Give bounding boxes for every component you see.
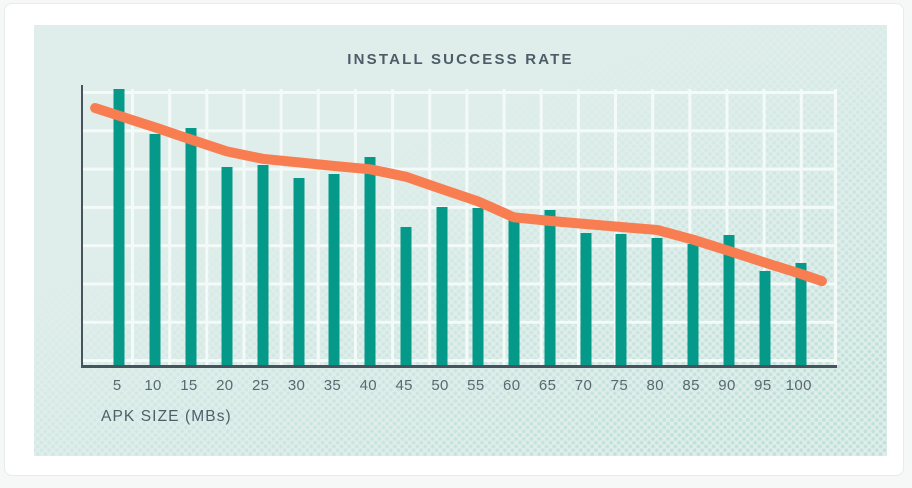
bar-70mb bbox=[580, 233, 592, 365]
x-tick-label: 60 bbox=[503, 377, 521, 394]
x-tick-label: 100 bbox=[785, 377, 812, 394]
bar-20mb bbox=[221, 167, 233, 365]
bar-100mb bbox=[795, 262, 807, 365]
bar-25mb bbox=[257, 164, 269, 365]
x-tick-label: 10 bbox=[144, 377, 162, 394]
trend-line-path bbox=[90, 103, 827, 287]
x-tick-label: 80 bbox=[646, 377, 665, 394]
bar-50mb bbox=[436, 207, 448, 365]
x-tick-label: 95 bbox=[754, 377, 772, 394]
chart-panel: INSTALL SUCCESS RATE 5 10 15 20 25 30 35 40 45 50… bbox=[34, 25, 887, 456]
x-tick-label: 35 bbox=[323, 377, 342, 394]
bar-35mb bbox=[328, 174, 340, 365]
x-tick-label: 30 bbox=[287, 377, 306, 394]
bar-90mb bbox=[723, 235, 735, 365]
bar-75mb bbox=[615, 233, 627, 365]
bars-group bbox=[83, 89, 837, 365]
x-tick-label: 55 bbox=[467, 377, 485, 394]
x-tick-label: 70 bbox=[574, 377, 593, 394]
bar-95mb bbox=[759, 270, 771, 365]
x-tick-label: 50 bbox=[431, 377, 449, 394]
x-tick-label: 20 bbox=[216, 377, 234, 394]
x-tick-label: 75 bbox=[610, 377, 629, 394]
bar-85mb bbox=[687, 244, 699, 365]
bar-30mb bbox=[293, 177, 305, 365]
bar-5mb bbox=[113, 89, 125, 365]
plot-area bbox=[80, 85, 837, 368]
chart-card: INSTALL SUCCESS RATE 5 10 15 20 25 30 35 40 45 50… bbox=[4, 3, 904, 476]
bar-65mb bbox=[544, 209, 556, 365]
x-tick-label: 5 bbox=[112, 377, 122, 394]
x-tick-label: 45 bbox=[395, 377, 413, 394]
x-tick-label: 65 bbox=[538, 377, 557, 394]
bar-15mb bbox=[185, 127, 197, 365]
bar-60mb bbox=[508, 219, 520, 365]
chart-title: INSTALL SUCCESS RATE bbox=[347, 51, 574, 68]
bar-55mb bbox=[472, 207, 484, 365]
bar-45mb bbox=[400, 227, 412, 365]
bar-80mb bbox=[651, 238, 663, 365]
vertical-gridlines bbox=[131, 89, 837, 365]
x-tick-label: 90 bbox=[718, 377, 736, 394]
bar-40mb bbox=[364, 156, 376, 365]
trend-line bbox=[90, 103, 827, 287]
x-axis-tick-labels: 5 10 15 20 25 30 35 40 45 50 55 60 65 70 75 80 85 90 95 100 bbox=[81, 377, 835, 397]
x-tick-label: 15 bbox=[180, 377, 198, 394]
x-tick-label: 85 bbox=[682, 377, 700, 394]
x-tick-label: 40 bbox=[359, 377, 378, 394]
bar-10mb bbox=[149, 134, 161, 365]
x-axis-title: APK SIZE (MBs) bbox=[101, 408, 232, 425]
x-tick-label: 25 bbox=[251, 377, 270, 394]
